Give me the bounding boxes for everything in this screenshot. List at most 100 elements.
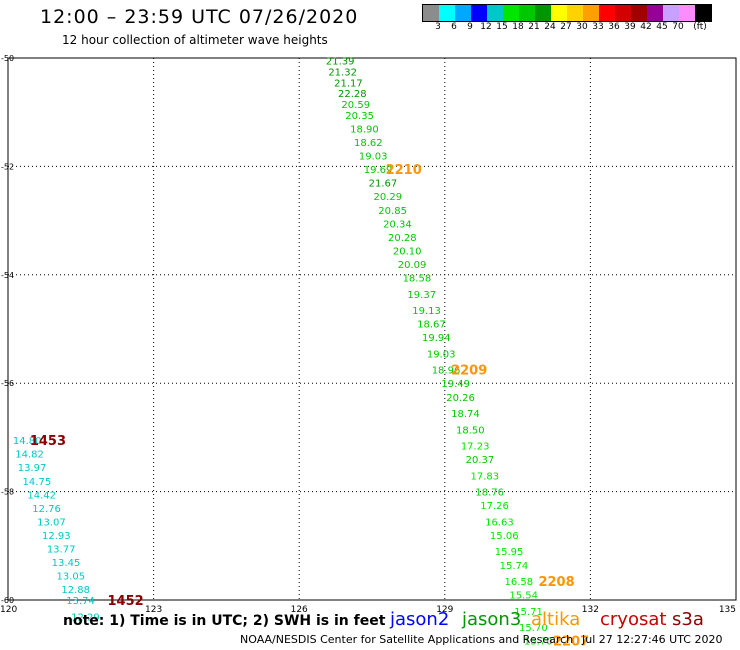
data-point-label: 20.37	[466, 455, 495, 466]
data-point-label: 18.67	[417, 320, 446, 331]
data-point-label: 12.88	[61, 585, 90, 596]
pass-time-label: 2208	[538, 575, 574, 590]
data-point-label: 18.74	[451, 409, 480, 420]
scale-label: 18	[512, 22, 524, 32]
data-point-label: 19.03	[427, 349, 456, 360]
data-point-label: 17.83	[471, 471, 500, 482]
legend-altika: altika	[531, 609, 581, 630]
data-point-label: 15.70	[524, 637, 553, 648]
data-point-label: 18.90	[350, 124, 379, 135]
data-point-label: 17.26	[480, 501, 509, 512]
scale-label: 36	[608, 22, 620, 32]
units-note: note: 1) Time is in UTC; 2) SWH is in fe…	[63, 613, 386, 629]
data-point-label: 12.29	[71, 612, 100, 623]
scale-label: 3	[435, 22, 441, 32]
scale-label: 42	[640, 22, 652, 32]
scale-swatch	[679, 5, 695, 21]
scale-label: (ft)	[693, 22, 707, 32]
y-tick-label: -50	[1, 54, 14, 63]
scale-swatch	[535, 5, 551, 21]
x-tick-label: 123	[145, 605, 162, 615]
data-point-label: 15.71	[514, 607, 543, 618]
scale-swatch	[695, 5, 711, 21]
scale-swatch	[455, 5, 471, 21]
data-point-label: 15.70	[519, 623, 548, 634]
data-point-label: 13.05	[57, 572, 86, 583]
legend-jason2: jason2	[390, 609, 450, 630]
scale-label: 21	[528, 22, 540, 32]
scale-label: 30	[576, 22, 588, 32]
data-point-label: 18.50	[456, 425, 485, 436]
pass-time-label: 2209	[451, 364, 487, 379]
data-point-label: 15.74	[500, 561, 529, 572]
data-point-label: 13.45	[52, 558, 81, 569]
data-point-label: 17.23	[461, 442, 490, 453]
scale-swatch	[519, 5, 535, 21]
data-point-label: 14.42	[27, 490, 56, 501]
data-point-label: 12.93	[42, 531, 71, 542]
y-tick-label: -56	[1, 379, 14, 388]
data-point-label: 18.58	[403, 274, 432, 285]
scale-label: 9	[467, 22, 473, 32]
scale-swatch	[503, 5, 519, 21]
data-point-label: 19.69	[364, 165, 393, 176]
y-tick-label: -58	[1, 488, 14, 497]
scale-swatch	[471, 5, 487, 21]
data-point-label: 14.75	[23, 477, 52, 488]
data-point-label: 20.28	[388, 233, 417, 244]
data-point-label: 21.67	[369, 179, 398, 190]
data-point-label: 16.63	[485, 517, 514, 528]
data-point-label: 12.76	[32, 504, 61, 515]
scale-swatch	[583, 5, 599, 21]
data-point-label: 15.95	[495, 547, 524, 558]
data-point-label: 15.06	[490, 531, 519, 542]
data-point-label: 18.96	[432, 366, 461, 377]
scale-swatch	[551, 5, 567, 21]
scale-swatch	[663, 5, 679, 21]
scale-label: 45	[656, 22, 668, 32]
pass-time-label: 2207	[553, 635, 589, 650]
pass-time-label: 1453	[30, 434, 66, 449]
scale-swatch	[423, 5, 439, 21]
data-point-label: 19.13	[412, 306, 441, 317]
data-point-label: 20.85	[378, 206, 407, 217]
data-point-label: 18.62	[354, 138, 383, 149]
pass-time-label: 1452	[107, 594, 143, 609]
data-point-label: 13.07	[37, 517, 66, 528]
data-point-label: 13.74	[66, 596, 95, 607]
chart-subtitle: 12 hour collection of altimeter wave hei…	[62, 33, 328, 47]
color-scale-bar	[422, 4, 712, 22]
footer-credit: NOAA/NESDIS Center for Satellite Applica…	[240, 633, 574, 646]
x-tick-label: 126	[291, 605, 308, 615]
legend-s3a: s3a	[672, 609, 704, 630]
scale-label: 39	[624, 22, 636, 32]
scale-swatch	[599, 5, 615, 21]
chart-title: 12:00 – 23:59 UTC 07/26/2020	[40, 6, 359, 28]
data-point-label: 21.39	[326, 57, 355, 68]
scale-swatch	[487, 5, 503, 21]
scale-label: 15	[496, 22, 508, 32]
y-tick-label: -54	[1, 271, 14, 280]
scale-label: 24	[544, 22, 556, 32]
data-point-label: 13.77	[47, 545, 76, 556]
y-tick-label: -60	[1, 596, 14, 605]
color-scale-labels: 3 6 9 12 15 18 21 24 27 30 33 36 39 42 45 70 (ft)	[422, 22, 740, 36]
y-tick-label: -52	[1, 162, 14, 171]
data-point-label: 19.03	[359, 152, 388, 163]
data-point-label: 20.09	[398, 260, 427, 271]
scale-label: 70	[672, 22, 684, 32]
data-point-label: 14.82	[15, 450, 44, 461]
data-point-label: 14.80	[13, 436, 42, 447]
scale-label: 33	[592, 22, 604, 32]
plot-frame	[7, 57, 737, 601]
x-tick-label: 132	[582, 605, 599, 615]
scale-swatch	[631, 5, 647, 21]
scale-swatch	[615, 5, 631, 21]
data-point-label: 19.37	[407, 290, 436, 301]
data-point-label: 18.76	[475, 488, 504, 499]
legend-jason3: jason3	[462, 609, 522, 630]
data-point-label: 19.49	[441, 379, 470, 390]
data-point-label: 20.59	[341, 100, 370, 111]
footer-timestamp: Jul 27 12:27:46 UTC 2020	[582, 633, 723, 646]
